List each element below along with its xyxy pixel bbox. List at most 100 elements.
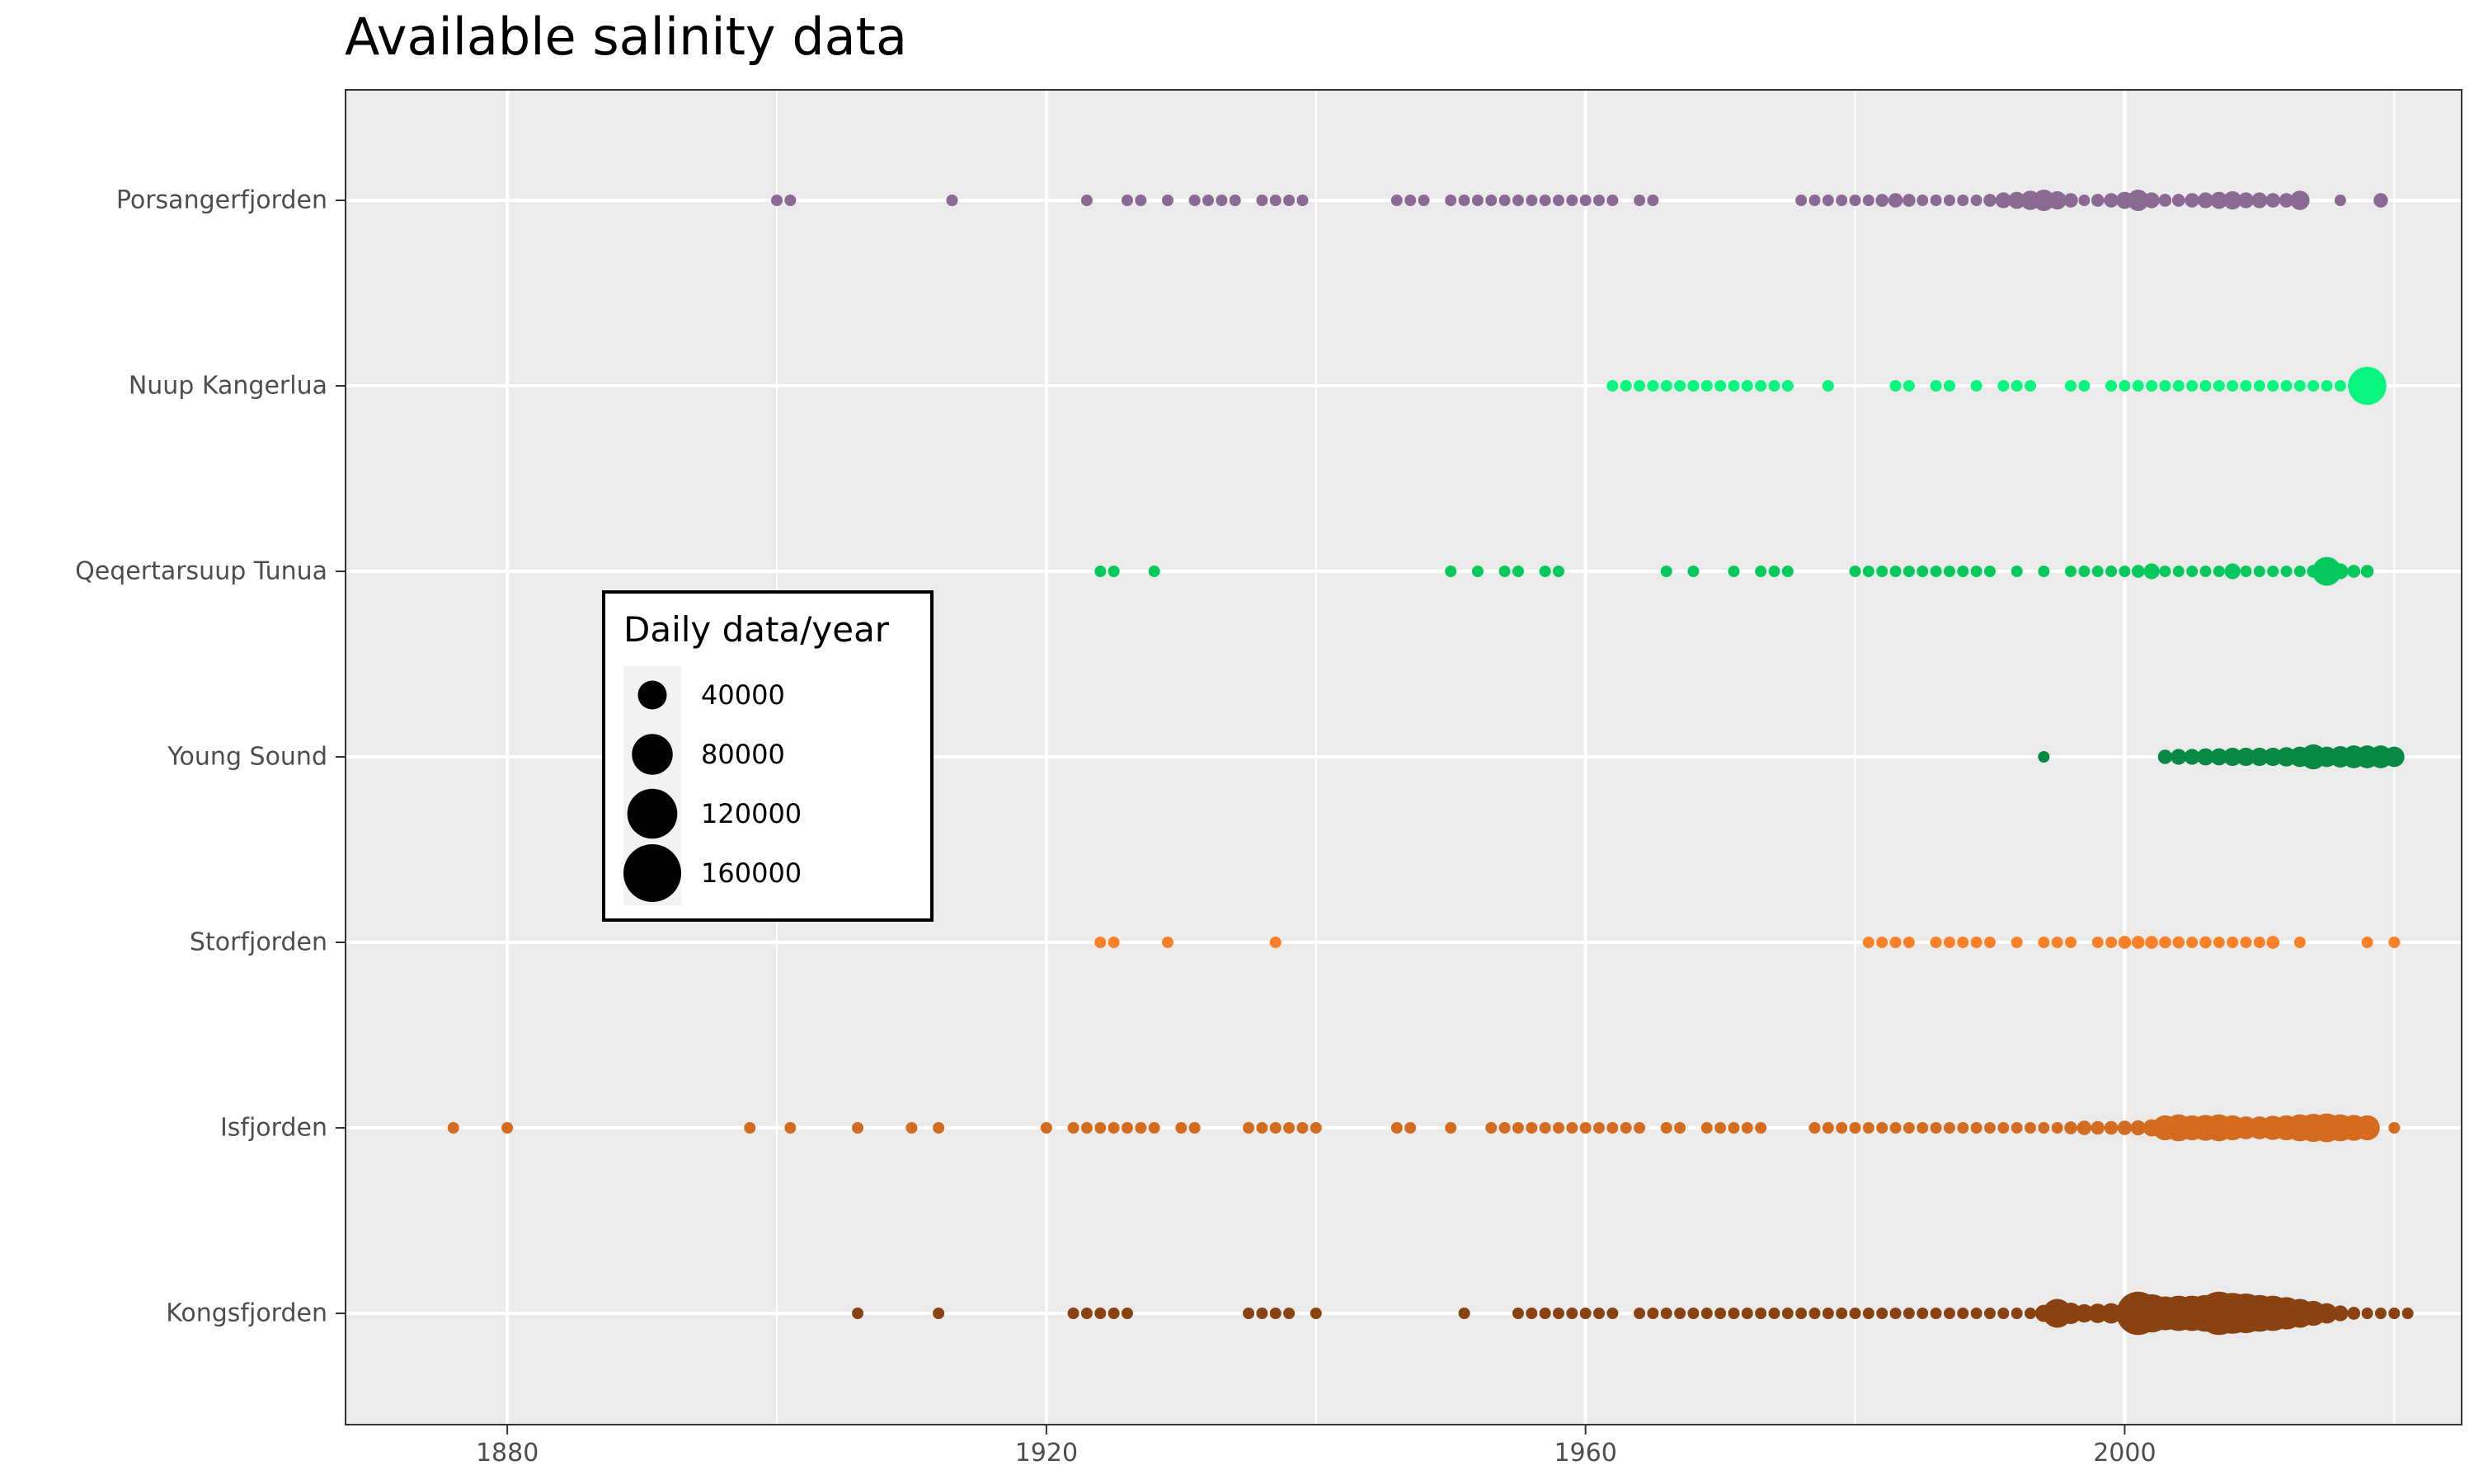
data-point <box>1876 1122 1888 1134</box>
data-point <box>1216 195 1228 206</box>
data-point <box>2332 563 2349 580</box>
data-point <box>1876 566 1888 577</box>
data-point <box>2065 937 2077 948</box>
data-point <box>1970 1308 1982 1319</box>
legend-key-dot <box>627 788 678 839</box>
data-point <box>2199 380 2212 392</box>
data-point <box>1728 1122 1740 1134</box>
data-point <box>1471 566 1484 577</box>
y-tick-label: Storfjorden <box>190 928 327 957</box>
data-point <box>1606 195 1619 206</box>
data-point <box>1135 195 1147 206</box>
data-point <box>2159 936 2171 949</box>
data-point <box>2119 566 2131 577</box>
data-point <box>1808 1122 1821 1134</box>
data-point <box>2265 193 2280 208</box>
data-point <box>2251 192 2268 209</box>
data-point <box>2213 937 2225 948</box>
data-point <box>2091 194 2105 207</box>
data-point <box>1256 1122 1268 1134</box>
data-point <box>2065 566 2077 577</box>
data-point <box>1943 937 1955 948</box>
data-point <box>2236 747 2255 767</box>
data-point <box>1930 195 1942 206</box>
series-porsangerfjorden <box>771 190 2388 211</box>
data-point <box>1539 195 1551 206</box>
data-point <box>1094 1308 1107 1319</box>
data-point <box>1808 195 1821 206</box>
data-point <box>1755 1122 1767 1134</box>
data-point <box>2354 1115 2380 1141</box>
data-point <box>2334 380 2346 392</box>
data-point <box>1080 1308 1093 1319</box>
data-point <box>2130 1120 2146 1136</box>
data-point <box>447 1122 459 1134</box>
data-point <box>1903 380 1915 392</box>
data-point <box>2253 380 2265 392</box>
data-point <box>2011 380 2023 392</box>
data-point <box>1943 195 1955 206</box>
data-point <box>1647 195 1659 206</box>
data-point <box>1849 195 1861 206</box>
data-point <box>1566 1308 1578 1319</box>
data-point <box>1674 1308 1686 1319</box>
data-point <box>1876 1308 1888 1319</box>
data-point <box>2011 566 2023 577</box>
data-point <box>1822 380 1834 392</box>
data-point <box>2197 748 2214 766</box>
data-point <box>1445 1122 1457 1134</box>
data-point <box>1620 1122 1632 1134</box>
data-point <box>1943 1122 1955 1134</box>
data-point <box>2253 566 2265 577</box>
data-point <box>1445 195 1457 206</box>
data-point <box>1836 1122 1848 1134</box>
data-point <box>2033 190 2055 211</box>
data-point <box>2199 566 2212 577</box>
data-point <box>1269 1122 1282 1134</box>
data-point <box>1983 194 1997 207</box>
data-point <box>2159 566 2171 577</box>
data-point <box>2210 191 2228 209</box>
data-point <box>2127 190 2149 211</box>
data-point <box>1660 1308 1672 1319</box>
data-point <box>1781 566 1794 577</box>
data-point <box>946 195 958 206</box>
data-point <box>1970 566 1982 577</box>
data-point <box>1983 1308 1996 1319</box>
data-point <box>1741 380 1753 392</box>
data-point <box>1795 195 1808 206</box>
data-point <box>1539 566 1551 577</box>
data-point <box>2075 1303 2094 1323</box>
data-point <box>1836 195 1848 206</box>
data-point <box>2184 749 2200 765</box>
data-point <box>1404 195 1417 206</box>
data-point <box>1997 1122 2010 1134</box>
data-point <box>1592 195 1605 206</box>
data-point <box>2038 566 2050 577</box>
data-point <box>1539 1308 1551 1319</box>
data-point <box>1849 566 1861 577</box>
data-point <box>1714 1308 1727 1319</box>
data-point <box>2290 190 2310 210</box>
data-points <box>447 190 2414 1336</box>
data-point <box>1755 380 1767 392</box>
data-point <box>2117 1120 2133 1135</box>
data-point <box>1202 195 1215 206</box>
data-point <box>1121 1308 1133 1319</box>
data-point <box>1903 1122 1915 1134</box>
data-point <box>1606 1308 1619 1319</box>
data-point <box>2334 195 2346 206</box>
data-point <box>1889 380 1902 392</box>
data-point <box>1808 1308 1821 1319</box>
data-point <box>2091 566 2104 577</box>
data-point <box>2223 190 2242 210</box>
chart-title: Available salinity data <box>345 7 907 67</box>
data-point <box>1957 195 1969 206</box>
data-point <box>2038 751 2050 763</box>
data-point <box>1283 195 1296 206</box>
data-point <box>2119 380 2131 392</box>
data-point <box>1687 1308 1700 1319</box>
data-point <box>1903 194 1916 207</box>
data-point <box>1930 1308 1942 1319</box>
data-point <box>1067 1122 1079 1134</box>
